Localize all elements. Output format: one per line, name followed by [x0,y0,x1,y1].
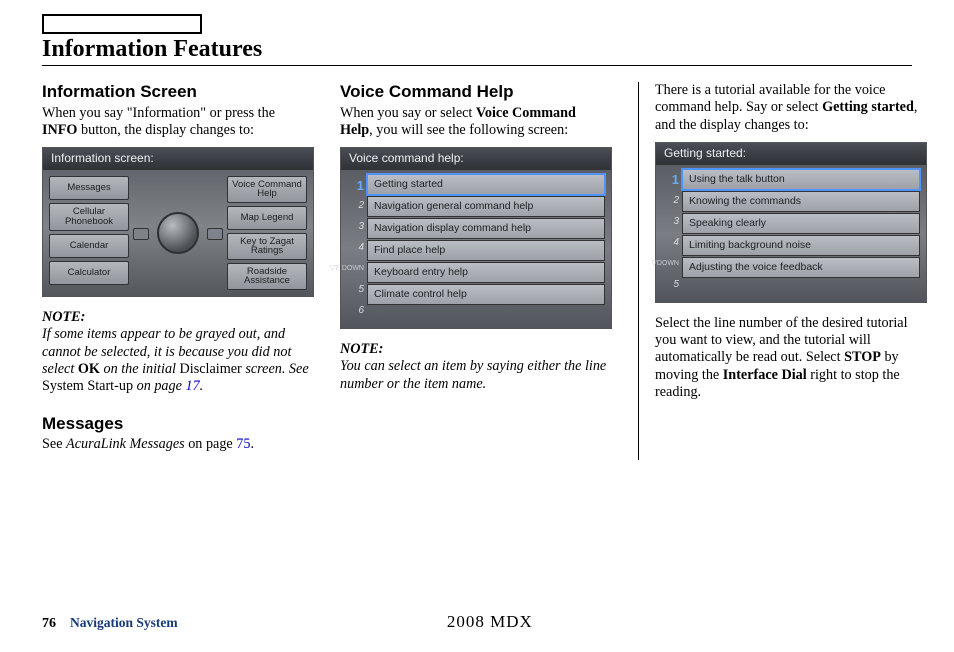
footer-model-year: 2008 MDX [178,612,802,632]
screenshot-title: Getting started: [656,143,926,165]
text: on page [185,436,237,452]
info-btn-phonebook[interactable]: Cellular Phonebook [49,203,129,231]
info-btn-calendar[interactable]: Calendar [49,234,129,258]
screenshot-body: 1 2 3 4 ▽DOWN 5 Using the talk button Kn… [656,165,926,302]
down-indicator[interactable]: ▽DOWN [660,254,682,275]
columns: Information Screen When you say "Informa… [42,82,912,460]
list-numbers: 1 2 3 4 ▽7DOWN 5 6 [345,174,367,322]
info-left-buttons: Messages Cellular Phonebook Calendar Cal… [49,176,129,290]
text: on the initial [100,361,180,377]
list-item-speaking-clearly[interactable]: Speaking clearly [682,213,920,234]
list-numbers: 1 2 3 4 ▽DOWN 5 [660,169,682,296]
list-item-knowing-commands[interactable]: Knowing the commands [682,191,920,212]
text-bold-interface-dial: Interface Dial [723,367,807,383]
list-rows: Using the talk button Knowing the comman… [682,169,920,296]
list-num-3: 3 [660,212,682,233]
page-number: 76 [42,616,56,632]
link-page-75[interactable]: 75 [236,436,250,452]
note-label: NOTE: [340,341,383,357]
info-btn-zagat[interactable]: Key to Zagat Ratings [227,233,307,260]
list-rows: Getting started Navigation general comma… [367,174,605,322]
down-label: DOWN [342,259,367,280]
note-2: NOTE: You can select an item by saying e… [340,341,612,393]
screenshot-body: Messages Cellular Phonebook Calendar Cal… [43,170,313,296]
para-voice-help: When you say or select Voice Command Hel… [340,105,612,140]
para-info-screen: When you say "Information" or press the … [42,105,314,140]
list-item-background-noise[interactable]: Limiting background noise [682,235,920,256]
text: See [42,436,66,452]
text-bold-ok: OK [78,361,100,377]
list-empty-row [682,279,920,285]
text-bold-getting-started: Getting started [822,99,914,115]
info-btn-roadside[interactable]: Roadside Assistance [227,263,307,290]
text: . [200,378,204,394]
list-item-voice-feedback[interactable]: Adjusting the voice feedback [682,257,920,278]
list-item-nav-general[interactable]: Navigation general command help [367,196,605,217]
footer-section-label: Navigation System [70,615,178,631]
list-item-nav-display[interactable]: Navigation display command help [367,218,605,239]
list-item-find-place[interactable]: Find place help [367,240,605,261]
screenshot-information-screen: Information screen: Messages Cellular Ph… [42,147,314,297]
list-num-2: 2 [660,191,682,212]
text: When you say or select [340,105,476,121]
screenshot-body: 1 2 3 4 ▽7DOWN 5 6 Getting started Navig… [341,170,611,328]
info-btn-map-legend[interactable]: Map Legend [227,206,307,230]
text: . [250,436,254,452]
down-count: 7 [335,259,342,280]
para-messages: See AcuraLink Messages on page 75. [42,436,314,453]
heading-messages: Messages [42,414,314,435]
down-label: DOWN [657,254,682,275]
screenshot-title: Information screen: [43,148,313,170]
list-item-climate[interactable]: Climate control help [367,284,605,305]
text: You can select an item by saying either … [340,358,606,391]
column-1: Information Screen When you say "Informa… [42,82,314,460]
screenshot-voice-command-help: Voice command help: 1 2 3 4 ▽7DOWN 5 6 G… [340,147,612,329]
note-1: NOTE: If some items appear to be grayed … [42,309,314,396]
list-num-1: 1 [345,175,367,196]
para-tutorial-select: Select the line number of the desired tu… [655,315,927,402]
column-2: Voice Command Help When you say or selec… [340,82,612,460]
page-title: Information Features [42,36,912,66]
list-num-6: 6 [345,301,367,322]
header-tab-box [42,14,202,34]
list-item-talk-button[interactable]: Using the talk button [682,169,920,190]
list-num-3: 3 [345,217,367,238]
list-num-2: 2 [345,196,367,217]
dial-knob-icon[interactable] [157,212,199,254]
list-num-4: 4 [345,238,367,259]
info-right-buttons: Voice Command Help Map Legend Key to Zag… [227,176,307,290]
text-startup: System Start-up [42,378,133,394]
text: , you will see the following screen: [369,122,568,138]
screenshot-title: Voice command help: [341,148,611,170]
heading-information-screen: Information Screen [42,82,314,103]
list-num-4: 4 [660,233,682,254]
screenshot-getting-started: Getting started: 1 2 3 4 ▽DOWN 5 Using t… [655,142,927,303]
list-num-5: 5 [345,280,367,301]
text-em-acuralink: AcuraLink Messages [66,436,185,452]
text-disclaimer: Disclaimer [180,361,242,377]
column-3: There is a tutorial available for the vo… [638,82,927,460]
list-item-keyboard[interactable]: Keyboard entry help [367,262,605,283]
text: button, the display changes to: [77,122,254,138]
para-tutorial-intro: There is a tutorial available for the vo… [655,82,927,134]
note-label: NOTE: [42,309,85,325]
info-center-dial [129,176,227,290]
text-bold-stop: STOP [844,349,881,365]
info-btn-calculator[interactable]: Calculator [49,261,129,285]
text: When you say "Information" or press the [42,105,275,121]
text-bold-info: INFO [42,122,77,138]
heading-voice-command-help: Voice Command Help [340,82,612,103]
down-indicator[interactable]: ▽7DOWN [345,259,367,280]
text: screen. See [242,361,309,377]
text: on page [133,378,185,394]
page-footer: 76 Navigation System 2008 MDX [42,612,912,632]
info-btn-voice-help[interactable]: Voice Command Help [227,176,307,203]
list-item-getting-started[interactable]: Getting started [367,174,605,195]
link-page-17[interactable]: 17 [185,378,199,394]
list-num-1: 1 [660,170,682,191]
info-btn-messages[interactable]: Messages [49,176,129,200]
list-num-5: 5 [660,275,682,296]
